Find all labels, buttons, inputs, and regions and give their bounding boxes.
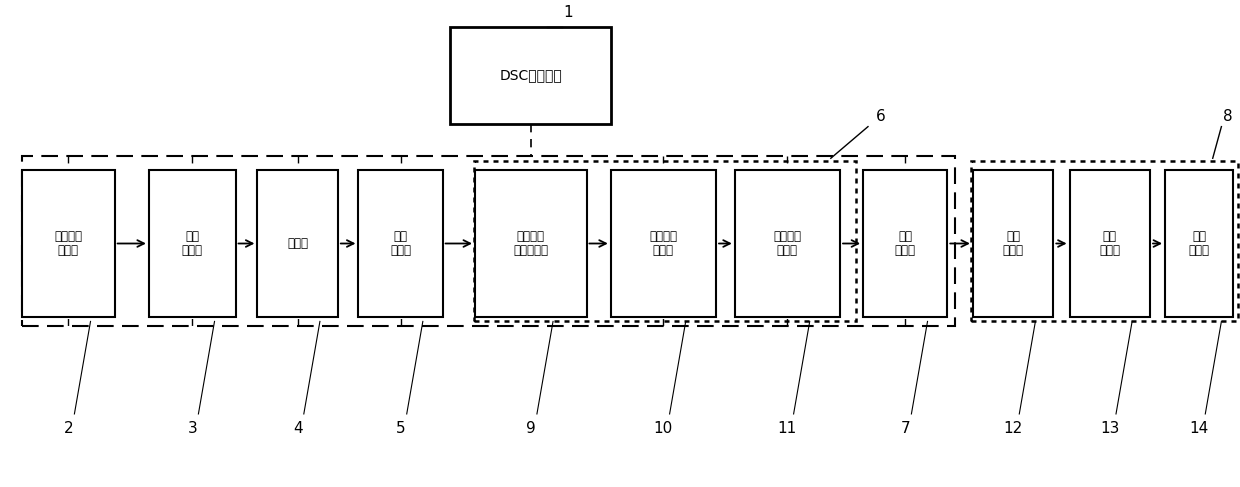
Text: 反应物料
混合器: 反应物料 混合器	[55, 229, 82, 258]
Bar	[863, 170, 947, 317]
Bar	[734, 170, 841, 317]
Bar	[358, 170, 443, 317]
Bar	[972, 170, 1053, 317]
Bar	[1069, 170, 1149, 317]
Text: 二级短程
蒸发器: 二级短程 蒸发器	[650, 229, 677, 258]
Text: 2: 2	[63, 421, 73, 436]
Bar	[475, 170, 587, 317]
Text: 13: 13	[1100, 421, 1120, 436]
Text: 产品
调配器: 产品 调配器	[895, 229, 915, 258]
Text: 一级
脱色塔: 一级 脱色塔	[1003, 229, 1023, 258]
Bar	[149, 170, 236, 317]
Text: 14: 14	[1189, 421, 1209, 436]
Text: 3: 3	[187, 421, 197, 436]
Text: 7: 7	[900, 421, 910, 436]
Bar	[474, 161, 856, 321]
Text: 二级
脱色塔: 二级 脱色塔	[1100, 229, 1120, 258]
Bar	[611, 170, 717, 317]
Text: 连续
反应器: 连续 反应器	[182, 229, 202, 258]
Text: 9: 9	[526, 421, 536, 436]
Bar	[1166, 170, 1233, 317]
Text: 三级
脱色塔: 三级 脱色塔	[1189, 229, 1209, 258]
Text: 三级短程
蒸发器: 三级短程 蒸发器	[774, 229, 801, 258]
Text: 5: 5	[396, 421, 405, 436]
Text: 8: 8	[1223, 110, 1233, 124]
Text: 10: 10	[653, 421, 673, 436]
Bar	[971, 161, 1238, 321]
Bar	[450, 27, 611, 124]
Text: 11: 11	[777, 421, 797, 436]
Text: 一级刮振
薄膜蒸发器: 一级刮振 薄膜蒸发器	[513, 229, 548, 258]
Text: 6: 6	[875, 110, 885, 124]
Bar	[258, 170, 337, 317]
Bar	[22, 156, 955, 326]
Text: 12: 12	[1003, 421, 1023, 436]
Text: 4: 4	[293, 421, 303, 436]
Bar	[22, 170, 114, 317]
Text: 中和
反应器: 中和 反应器	[391, 229, 410, 258]
Text: 1: 1	[563, 5, 573, 19]
Text: 冷凝器: 冷凝器	[288, 237, 308, 250]
Text: DSC控制系统: DSC控制系统	[500, 69, 562, 82]
